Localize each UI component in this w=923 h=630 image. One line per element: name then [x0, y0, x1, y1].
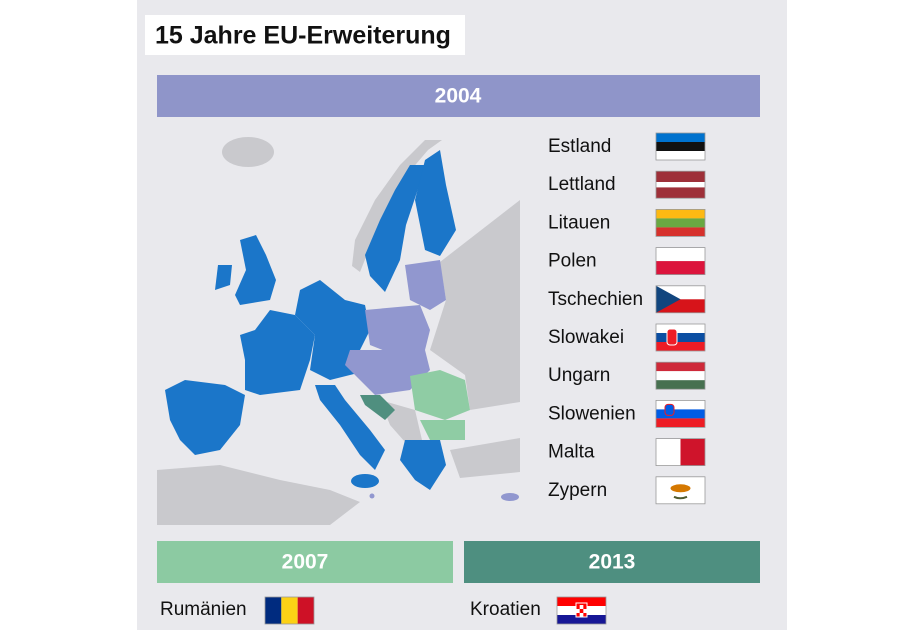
country-name: Slowenien: [548, 403, 636, 424]
flag: [655, 438, 706, 467]
country-name: Zypern: [548, 480, 607, 501]
flag-border: [655, 208, 706, 237]
stripe: [656, 261, 705, 275]
flag: [655, 285, 706, 314]
stripe: [656, 227, 705, 237]
title: 15 Jahre EU-Erweiterung: [155, 22, 451, 50]
stripe: [297, 597, 314, 624]
header-2013: [464, 541, 760, 583]
flag: [655, 476, 706, 505]
stripe: [656, 182, 705, 188]
island: [670, 484, 691, 493]
year: 2004: [435, 85, 482, 108]
branch: [673, 495, 688, 500]
stripe: [656, 371, 705, 381]
flag-border: [655, 476, 706, 505]
flag: [264, 596, 315, 625]
stripe: [656, 171, 705, 185]
stripe: [656, 380, 705, 390]
stripe: [656, 151, 705, 160]
flag-border: [655, 323, 706, 352]
flag-border: [655, 285, 706, 314]
stripe: [656, 409, 705, 419]
triangle: [656, 285, 681, 313]
stripe: [656, 218, 705, 228]
title-box: [145, 15, 465, 55]
year: 2007: [282, 551, 329, 574]
flag-border: [264, 596, 315, 625]
map: [157, 137, 520, 525]
stripe: [281, 597, 298, 624]
flag: [556, 596, 607, 625]
stripe: [656, 142, 705, 151]
country-name: Slowakei: [548, 327, 624, 348]
crest: [666, 328, 678, 346]
stripe: [656, 209, 705, 219]
check: [583, 609, 587, 613]
stripe: [680, 438, 705, 466]
stripe: [656, 362, 705, 372]
country-name: Litauen: [548, 212, 610, 233]
stripe: [557, 615, 606, 624]
year: 2013: [589, 551, 636, 574]
flag-border: [655, 399, 706, 428]
stripe: [557, 597, 606, 606]
stripe: [656, 247, 705, 262]
stripe: [265, 597, 282, 624]
flag: [655, 208, 706, 237]
stripe: [656, 324, 705, 333]
flag-border: [655, 438, 706, 467]
country-name: Estland: [548, 136, 611, 157]
flag: [655, 247, 706, 276]
country-name: Malta: [548, 442, 595, 463]
flag-border: [655, 361, 706, 390]
stripe: [656, 400, 705, 410]
flag: [655, 399, 706, 428]
country-name: Kroatien: [470, 599, 541, 620]
flag-border: [655, 132, 706, 161]
check: [579, 605, 584, 609]
flag: [655, 132, 706, 161]
country-name: Polen: [548, 251, 597, 272]
country-name: Lettland: [548, 174, 616, 195]
stripe: [656, 333, 705, 342]
flag-border: [655, 170, 706, 199]
check: [576, 609, 580, 613]
header-2007: [157, 541, 453, 583]
crest: [664, 403, 675, 416]
stripe: [656, 184, 705, 199]
flag-border: [655, 247, 706, 276]
stripe: [656, 133, 705, 142]
flag: [655, 361, 706, 390]
header-2004: [157, 75, 760, 117]
country-name: Ungarn: [548, 365, 610, 386]
flag: [655, 323, 706, 352]
flag: [655, 170, 706, 199]
country-name: Rumänien: [160, 599, 247, 620]
flag-border: [556, 596, 607, 625]
stripe: [656, 342, 705, 351]
stripe: [656, 418, 705, 428]
check: [579, 613, 584, 617]
country-name: Tschechien: [548, 289, 643, 310]
stripe: [656, 438, 681, 466]
